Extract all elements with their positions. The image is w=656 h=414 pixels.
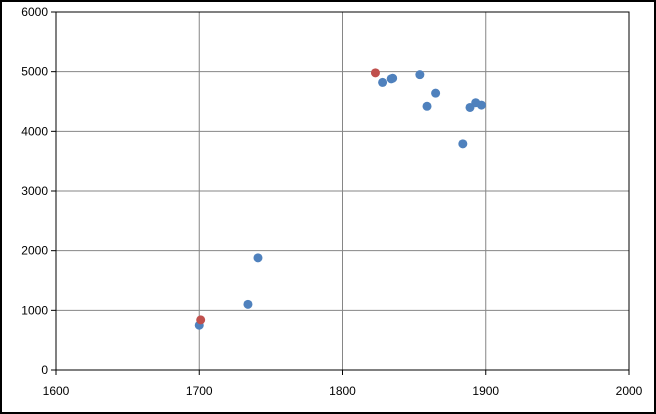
y-tick-label: 4000 xyxy=(21,124,48,138)
y-tick-label: 6000 xyxy=(21,5,48,19)
data-point-series-1 xyxy=(378,77,388,87)
data-point-series-1 xyxy=(422,101,432,111)
data-point-series-1 xyxy=(431,88,441,98)
data-point-series-1 xyxy=(476,100,486,110)
data-point-series-1 xyxy=(458,139,468,149)
x-tick-label: 1600 xyxy=(43,384,70,398)
y-tick-label: 1000 xyxy=(21,303,48,317)
x-tick-label: 2000 xyxy=(616,384,643,398)
y-tick-label: 3000 xyxy=(21,184,48,198)
data-point-series-1 xyxy=(415,70,425,80)
y-axis-ticks: 0 1000 2000 3000 4000 5000 6000 xyxy=(21,5,56,377)
grid-lines xyxy=(55,11,630,371)
x-tick-label: 1800 xyxy=(329,384,356,398)
data-point-series-2 xyxy=(370,68,380,78)
y-tick-label: 0 xyxy=(41,363,48,377)
data-point-series-1 xyxy=(243,299,253,309)
data-points xyxy=(194,68,486,330)
data-point-series-1 xyxy=(388,73,398,83)
x-tick-label: 1900 xyxy=(472,384,499,398)
data-point-series-2 xyxy=(196,315,206,325)
y-tick-label: 5000 xyxy=(21,65,48,79)
y-tick-label: 2000 xyxy=(21,244,48,258)
x-axis-ticks: 1600 1700 1800 1900 2000 xyxy=(43,370,643,398)
data-point-series-1 xyxy=(253,253,263,263)
x-tick-label: 1700 xyxy=(186,384,213,398)
